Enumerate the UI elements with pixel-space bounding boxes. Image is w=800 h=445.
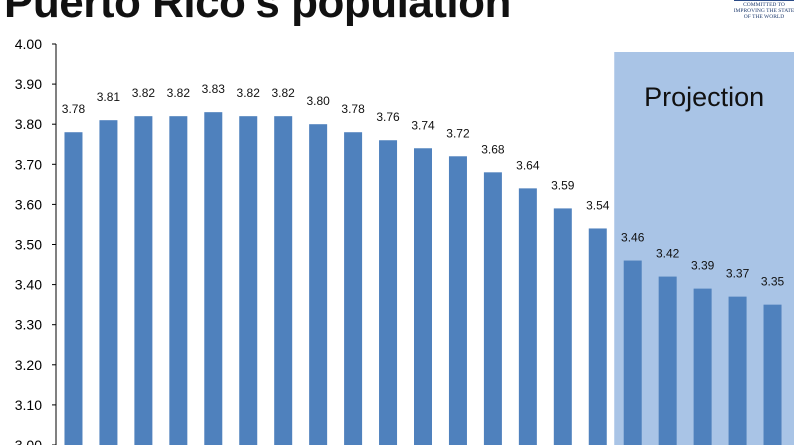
bar <box>623 260 642 445</box>
y-tick-label: 3.10 <box>15 397 42 413</box>
bar-value-label: 3.37 <box>726 267 750 281</box>
y-tick-label: 3.40 <box>15 277 42 293</box>
bar-value-label: 3.74 <box>411 118 435 132</box>
bar <box>518 188 537 445</box>
y-tick-label: 3.50 <box>15 237 42 253</box>
bar <box>553 208 572 445</box>
y-tick-label: 3.30 <box>15 317 42 333</box>
bar-value-label: 3.82 <box>132 86 156 100</box>
bar <box>99 120 118 445</box>
bar-value-label: 3.78 <box>341 102 365 116</box>
bar <box>239 116 258 445</box>
bar <box>588 228 607 445</box>
logo-rule <box>734 0 794 1</box>
bar-value-label: 3.82 <box>167 86 191 100</box>
bar-value-label: 3.64 <box>516 158 540 172</box>
bar-value-label: 3.82 <box>237 86 261 100</box>
y-tick-label: 3.90 <box>15 76 42 92</box>
logo-line-1: COMMITTED TO <box>743 2 785 8</box>
bar <box>763 304 782 445</box>
bar <box>483 172 502 445</box>
bar-value-label: 3.76 <box>376 110 400 124</box>
y-tick-label: 3.80 <box>15 116 42 132</box>
y-tick-label: 4.00 <box>15 36 42 52</box>
bar <box>658 276 677 445</box>
bar-value-label: 3.80 <box>306 94 330 108</box>
bar <box>693 288 712 445</box>
logo-line-2: IMPROVING THE STATE <box>733 8 795 15</box>
projection-label: Projection <box>644 82 764 112</box>
bar <box>134 116 153 445</box>
bar <box>169 116 188 445</box>
bar-value-label: 3.59 <box>551 178 575 192</box>
bar-value-label: 3.82 <box>272 86 296 100</box>
bar <box>344 132 363 445</box>
bar <box>448 156 467 445</box>
bar-value-label: 3.78 <box>62 102 86 116</box>
bar-value-label: 3.35 <box>761 275 785 289</box>
bar <box>728 296 747 445</box>
bar-value-label: 3.72 <box>446 126 470 140</box>
bar-value-label: 3.39 <box>691 259 715 273</box>
bar-value-label: 3.42 <box>656 247 680 261</box>
bar <box>204 112 223 445</box>
bar <box>414 148 432 445</box>
bar-value-label: 3.68 <box>481 142 505 156</box>
bar <box>274 116 293 445</box>
bar <box>309 124 328 445</box>
bar-value-label: 3.46 <box>621 231 645 245</box>
page-title: Puerto Rico's population <box>4 0 511 27</box>
y-tick-label: 3.20 <box>15 357 42 373</box>
logo-line-3: OF THE WORLD <box>743 14 785 21</box>
organization-logo: COMMITTED TO IMPROVING THE STATE OF THE … <box>728 0 800 24</box>
bar <box>379 140 398 445</box>
bar <box>64 132 83 445</box>
y-tick-label: 3.00 <box>15 437 42 445</box>
bar-value-label: 3.83 <box>202 82 226 96</box>
y-tick-label: 3.60 <box>15 196 42 212</box>
bar-value-label: 3.81 <box>97 90 121 104</box>
bar-value-label: 3.54 <box>586 198 610 212</box>
y-tick-label: 3.70 <box>15 156 42 172</box>
